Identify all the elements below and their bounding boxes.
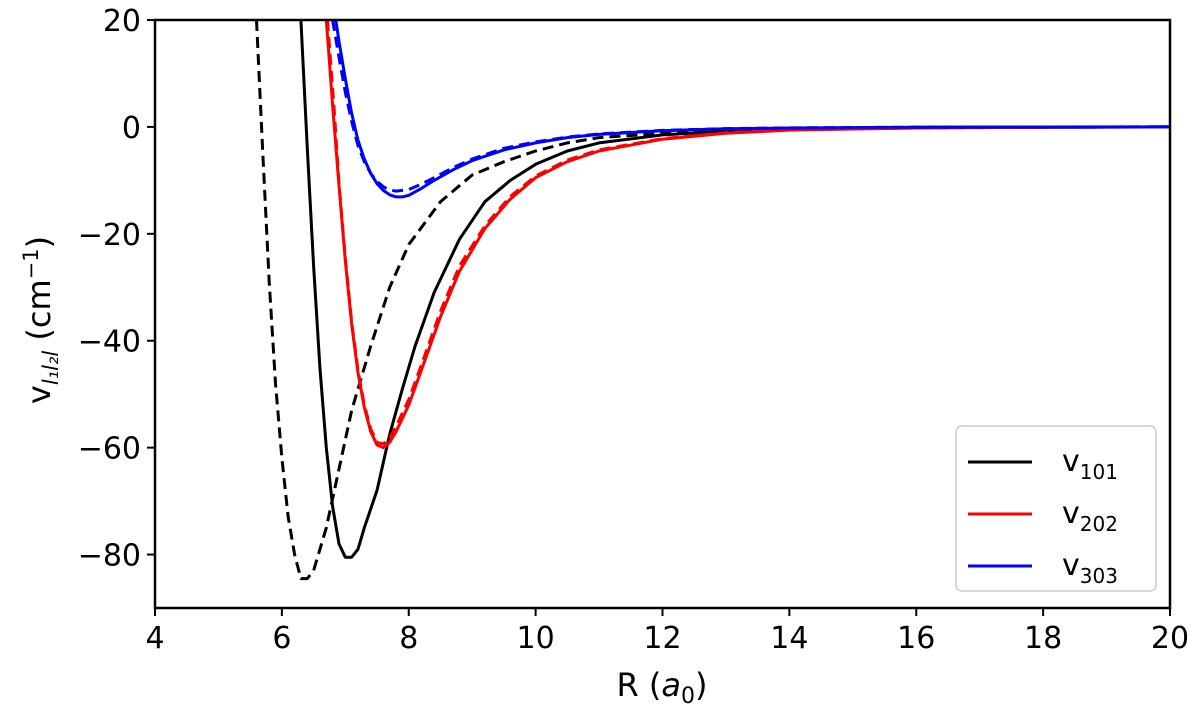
y-axis-label: vl₁l₂l (cm−1) <box>19 236 63 404</box>
y-tick-label: 20 <box>103 4 141 39</box>
x-tick-label: 4 <box>145 621 164 656</box>
series-line-1 <box>299 20 1170 559</box>
series-line-4 <box>326 20 1170 446</box>
y-axis-ticks: 20 0 −20 −40 −60 −80 <box>78 4 155 574</box>
legend-label: v202 <box>1062 496 1118 536</box>
y-tick-label: −60 <box>78 432 141 467</box>
legend: v101 v202 v303 <box>955 425 1157 592</box>
x-tick-label: 20 <box>1151 621 1189 656</box>
x-tick-label: 16 <box>897 621 935 656</box>
x-tick-label: 8 <box>399 621 418 656</box>
y-tick-label: −40 <box>78 325 141 360</box>
x-tick-label: 6 <box>272 621 291 656</box>
series-line-6 <box>331 20 1170 193</box>
x-axis-label: R (a0) <box>617 666 708 709</box>
x-tick-label: 18 <box>1024 621 1062 656</box>
x-tick-label: 12 <box>643 621 681 656</box>
legend-label: v101 <box>1062 444 1118 484</box>
y-tick-label: −80 <box>78 539 141 574</box>
series-line-5 <box>334 20 1170 199</box>
y-tick-label: −20 <box>78 218 141 253</box>
series-line-2 <box>255 20 1170 581</box>
x-tick-label: 10 <box>517 621 555 656</box>
y-tick-label: 0 <box>122 111 141 146</box>
legend-box <box>955 425 1157 592</box>
plot-lines <box>255 20 1170 581</box>
x-tick-label: 14 <box>770 621 808 656</box>
x-axis-ticks: 4 6 8 10 12 14 16 18 20 <box>145 608 1189 656</box>
legend-label: v303 <box>1062 548 1118 588</box>
series-line-3 <box>324 20 1170 450</box>
